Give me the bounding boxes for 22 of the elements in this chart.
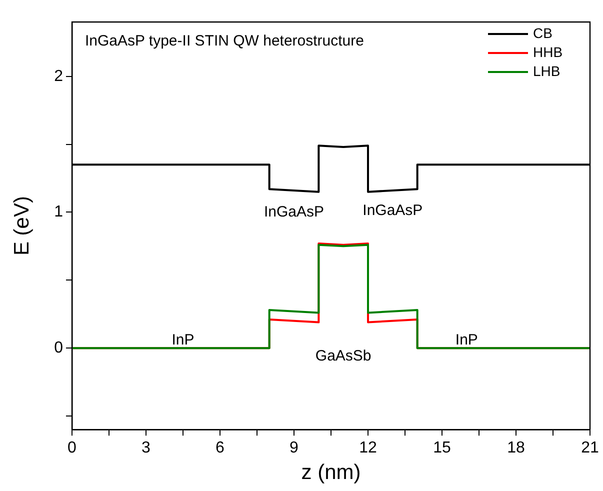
annotation: InP [455, 332, 478, 349]
annotation: InGaAsP [362, 202, 423, 219]
y-tick-label: 2 [54, 68, 64, 85]
x-tick-label: 3 [142, 440, 151, 457]
x-tick-label: 12 [359, 440, 377, 457]
legend-label: HHB [533, 44, 563, 60]
x-tick-label: 6 [216, 440, 225, 457]
x-tick-label: 0 [68, 440, 77, 457]
x-tick-label: 15 [433, 440, 451, 457]
x-axis-title: z (nm) [301, 461, 361, 484]
legend-label: LHB [533, 62, 560, 79]
y-axis-title: E (eV) [10, 196, 34, 256]
annotation: InGaAsP [264, 203, 324, 220]
x-tick-label: 9 [290, 440, 299, 457]
annotation: GaAsSb [315, 347, 372, 364]
text: InGaAsP type-II STIN QW heterostructure [85, 32, 364, 50]
y-tick-label: 0 [54, 339, 64, 356]
x-tick-label: 21 [581, 440, 599, 457]
x-tick-label: 18 [507, 440, 525, 457]
y-tick-label: 1 [54, 204, 64, 221]
legend-label: CB [533, 24, 552, 41]
annotation: InP [172, 332, 194, 349]
